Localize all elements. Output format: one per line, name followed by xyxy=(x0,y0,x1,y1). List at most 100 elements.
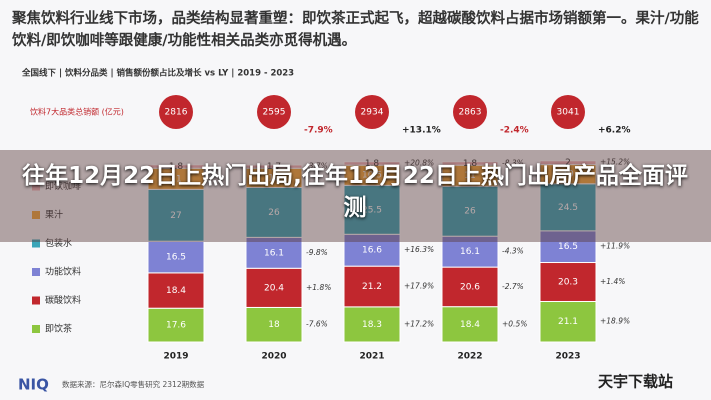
segment-label: 18.4 xyxy=(166,286,186,296)
total-bubble xyxy=(551,95,585,129)
banner: 全国线下 | 饮料分品类 | 销售额份额占比及增长 vs LY | 2019 -… xyxy=(21,68,294,79)
growth-label: +16.3% xyxy=(404,245,434,254)
legend-swatch xyxy=(32,268,40,276)
total-bubble xyxy=(159,95,193,129)
segment-label: 26 xyxy=(268,208,280,218)
total-bubble xyxy=(355,95,389,129)
footer-source: 数据来源：尼尔森IQ零售研究 2312期数据 xyxy=(62,379,205,389)
segment-label: 27 xyxy=(170,211,181,221)
footer-logo: NIQ xyxy=(18,376,49,394)
growth-label: +11.9% xyxy=(600,242,630,251)
x-tick-label: 2022 xyxy=(457,352,482,362)
plot: 即饮茶 碳酸饮料 功能饮料 包装水 果汁 即饮咖啡 17.6 18.4 16.5 27 11 1.8 2… xyxy=(32,95,631,362)
bar-segment xyxy=(539,183,597,232)
total-bubble xyxy=(257,95,291,129)
segment-label: 18.4 xyxy=(460,320,480,330)
segment-label: 18 xyxy=(268,320,280,330)
segment-label: 10 xyxy=(562,170,574,180)
legend-label: 果汁 xyxy=(45,209,63,221)
segment-label: 11 xyxy=(170,174,181,184)
bar-segment xyxy=(441,266,499,308)
bar-segment xyxy=(147,307,205,343)
segment-label: 20.3 xyxy=(558,278,578,288)
segment-label: 1.7 xyxy=(267,162,281,172)
bar-segment xyxy=(147,272,205,309)
bar-segment xyxy=(147,188,205,242)
bar-segment xyxy=(441,161,499,166)
segment-label: 16.5 xyxy=(166,253,186,263)
total-label: 2595 xyxy=(263,108,286,118)
total-growth: +13.1% xyxy=(402,126,441,136)
bar-segment xyxy=(245,164,303,169)
segment-label: 16.1 xyxy=(264,248,284,258)
growth-label: +18.9% xyxy=(600,317,630,326)
segment-label: 1.8 xyxy=(463,159,478,169)
segment-label: 20.4 xyxy=(264,283,284,293)
total-label: 2863 xyxy=(459,108,482,118)
bar-segment xyxy=(441,235,499,268)
bar-segment xyxy=(539,160,597,166)
x-tick-label: 2021 xyxy=(359,352,384,362)
header-text: 聚焦饮料行业线下市场，品类结构显著重塑：即饮茶正式起飞，超越碳酸饮料占据市场销额… xyxy=(12,11,699,49)
legend-label: 即饮咖啡 xyxy=(45,180,81,192)
growth-label: +17.2% xyxy=(404,319,434,328)
total-growth: +6.2% xyxy=(598,126,631,136)
segment-label: 21.2 xyxy=(362,282,382,292)
growth-label: -4.3% xyxy=(502,247,524,256)
x-tick-label: 2019 xyxy=(163,352,188,362)
bar-segment xyxy=(245,236,303,269)
x-tick-label: 2023 xyxy=(555,352,580,362)
segment-label: 16.6 xyxy=(362,246,382,256)
bar-segment xyxy=(343,265,401,308)
watermark: 天宇下载站 xyxy=(598,373,673,391)
segment-label: 20.6 xyxy=(460,282,480,292)
legend-label: 碳酸饮料 xyxy=(45,294,81,306)
overlay-band xyxy=(0,150,711,242)
growth-label: -8.3% xyxy=(502,158,524,167)
total-label: 3041 xyxy=(557,108,580,118)
total-label: 2816 xyxy=(165,108,188,118)
legend-label: 包装水 xyxy=(45,237,72,249)
legend-swatch xyxy=(32,239,40,248)
bar-segment xyxy=(441,306,499,343)
growth-label: -3.7% xyxy=(306,162,328,171)
bar-segment xyxy=(343,184,401,235)
growth-label: +15.2% xyxy=(600,158,630,167)
growth-label: +20.8% xyxy=(404,158,434,167)
segment-label: 10.5 xyxy=(362,171,382,181)
segment-label: 16.1 xyxy=(460,247,480,257)
legend-swatch xyxy=(32,296,40,305)
bar-segment xyxy=(343,306,401,343)
total-bubble xyxy=(453,95,487,129)
legend-swatch xyxy=(32,182,40,191)
bar-segment xyxy=(441,185,499,237)
growth-label: -7.6% xyxy=(306,320,328,329)
bar-segment xyxy=(245,267,303,308)
segment-label: 26 xyxy=(464,207,476,217)
segment-label: 16.5 xyxy=(558,242,578,252)
overlay-title: 往年12月22日上热门出局,往年12月22日上热门出局产品全面评测 xyxy=(22,163,688,221)
header-box: 聚焦饮料行业线下市场，品类结构显著重塑：即饮茶正式起飞，超越碳酸饮料占据市场销额… xyxy=(12,11,699,49)
bar-segment xyxy=(147,164,205,169)
total-growth: -7.9% xyxy=(304,126,333,136)
bar-segment xyxy=(539,230,597,264)
segment-label: 21.1 xyxy=(558,317,578,327)
growth-label: +0.5% xyxy=(502,319,527,328)
growth-label: -2.7% xyxy=(502,282,524,291)
bar-segment xyxy=(539,262,597,302)
legend-swatch xyxy=(32,325,40,333)
segment-label: 25.5 xyxy=(362,205,382,215)
x-tick-label: 2020 xyxy=(261,352,286,362)
growth-label: +1.4% xyxy=(600,277,625,286)
bar-segment xyxy=(147,240,205,274)
segment-label: 2 xyxy=(565,158,571,168)
total-label: 2934 xyxy=(361,108,384,118)
bar-segment xyxy=(343,161,401,166)
segment-label: 24.5 xyxy=(558,203,578,213)
bar-segment xyxy=(343,233,401,267)
segment-label: 1.8 xyxy=(169,162,184,172)
overlay-box: 往年12月22日上热门出局,往年12月22日上热门出局产品全面评测 xyxy=(22,163,688,221)
growth-label: -9.8% xyxy=(306,248,328,257)
growth-label: +17.9% xyxy=(404,282,434,291)
